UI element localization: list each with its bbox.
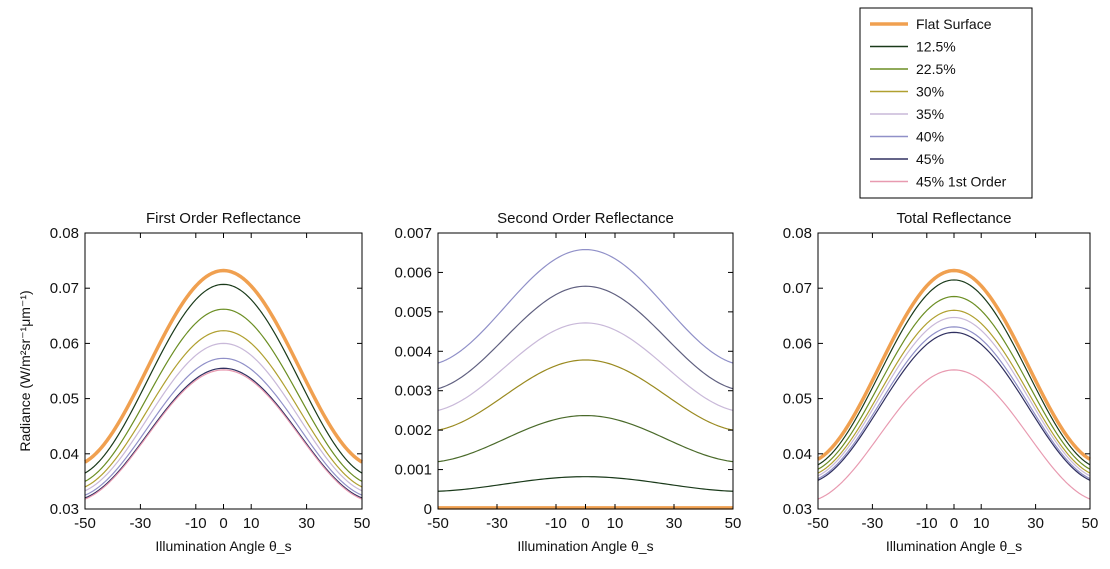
y-tick-label: 0.002 — [394, 422, 432, 439]
y-axis-label: Radiance (W/m²sr⁻¹μm⁻¹) — [17, 290, 33, 451]
x-tick-label: 50 — [354, 515, 371, 532]
y-tick-label: 0.08 — [783, 225, 812, 242]
y-tick-label: 0.005 — [394, 304, 432, 321]
series-line-22-5 — [437, 414, 734, 463]
y-tick-label: 0.006 — [394, 264, 432, 281]
y-tick-label: 0.001 — [394, 462, 432, 479]
legend-box — [859, 7, 1033, 199]
chart-title: Second Order Reflectance — [497, 210, 674, 227]
x-tick-label: 50 — [1082, 515, 1099, 532]
legend-label: 35% — [916, 106, 944, 122]
series-line-35 — [437, 322, 734, 412]
chart-title: First Order Reflectance — [146, 210, 301, 227]
axes-frame — [817, 232, 1091, 510]
legend-label: 40% — [916, 129, 944, 145]
x-tick-label: 30 — [666, 515, 683, 532]
y-tick-label: 0.04 — [783, 446, 812, 463]
x-tick-label: 0 — [950, 515, 958, 532]
series-line-45 — [817, 331, 1091, 481]
y-tick-label: 0.07 — [50, 280, 79, 297]
panel-first-order: -50 -30 -10 0 10 30 50 0.03 0.04 0.05 0.06 0.07 0.08… — [17, 210, 370, 554]
y-tick-label: 0.04 — [50, 446, 79, 463]
series-line-30 — [817, 309, 1091, 474]
x-tick-label: -30 — [130, 515, 152, 532]
series-line-35 — [84, 342, 363, 492]
legend: Flat Surface 12.5% 22.5% 30% 35% 40% 45% 45% 1s… — [859, 7, 1033, 199]
x-tick-label: 50 — [725, 515, 742, 532]
series-line-45 — [84, 367, 363, 499]
y-tick-label: 0.07 — [783, 280, 812, 297]
legend-label: 22.5% — [916, 61, 956, 77]
series-line-12-5 — [84, 283, 363, 474]
y-tick-label: 0.003 — [394, 383, 432, 400]
x-tick-label: 30 — [298, 515, 315, 532]
chart-title: Total Reflectance — [896, 210, 1011, 227]
x-tick-label: 0 — [581, 515, 589, 532]
legend-label: 45% — [916, 151, 944, 167]
x-axis-label: Illumination Angle θ_s — [886, 538, 1022, 554]
series-line-45-1st-order — [84, 369, 363, 500]
legend-label: Flat Surface — [916, 16, 992, 32]
y-tick-label: 0.004 — [394, 343, 432, 360]
axes-frame — [84, 232, 363, 510]
x-tick-label: 10 — [607, 515, 624, 532]
series-line-12-5 — [437, 476, 734, 492]
series-line-40 — [817, 326, 1091, 480]
series-line-22-5 — [84, 308, 363, 482]
y-tick-label: 0.06 — [50, 335, 79, 352]
series-line-12-5 — [817, 279, 1091, 466]
series-line-flat-surface — [817, 268, 1091, 461]
series-line-45 — [437, 248, 734, 364]
x-tick-label: -30 — [486, 515, 508, 532]
panel-total: -50 -30 -10 0 10 30 50 0.03 0.04 0.05 0.06 0.07 0.08… — [783, 210, 1099, 554]
y-tick-label: 0.007 — [394, 225, 432, 242]
panel-second-order: -50 -30 -10 0 10 30 50 0 0.001 0.002 0.003 0.004 0.0… — [394, 210, 741, 554]
x-tick-label: -50 — [74, 515, 96, 532]
series-line-30 — [437, 359, 734, 431]
x-axis-label: Illumination Angle θ_s — [155, 538, 291, 554]
x-tick-label: 30 — [1027, 515, 1044, 532]
y-tick-label: 0 — [424, 501, 432, 518]
series-line-30 — [84, 330, 363, 488]
x-axis-label: Illumination Angle θ_s — [517, 538, 653, 554]
x-tick-label: -50 — [427, 515, 449, 532]
series-line-40 — [84, 357, 363, 496]
axes-frame — [437, 232, 734, 510]
x-tick-label: -10 — [185, 515, 207, 532]
x-tick-label: -30 — [862, 515, 884, 532]
series-line-35 — [817, 316, 1091, 477]
y-tick-label: 0.03 — [783, 501, 812, 518]
x-tick-label: 10 — [973, 515, 990, 532]
y-tick-label: 0.06 — [783, 335, 812, 352]
x-tick-label: 10 — [243, 515, 260, 532]
series-line-40 — [437, 285, 734, 390]
legend-label: 12.5% — [916, 39, 956, 55]
x-tick-label: -50 — [807, 515, 829, 532]
x-tick-label: -10 — [916, 515, 938, 532]
series-line-45-1st-order — [817, 369, 1091, 500]
y-tick-label: 0.05 — [783, 391, 812, 408]
series-line-flat-surface — [84, 268, 363, 464]
y-tick-label: 0.05 — [50, 391, 79, 408]
series-line-22-5 — [817, 295, 1091, 470]
legend-label: 45% 1st Order — [916, 174, 1007, 190]
y-tick-label: 0.08 — [50, 225, 79, 242]
y-tick-label: 0.03 — [50, 501, 79, 518]
legend-label: 30% — [916, 84, 944, 100]
x-tick-label: -10 — [545, 515, 567, 532]
x-tick-label: 0 — [219, 515, 227, 532]
